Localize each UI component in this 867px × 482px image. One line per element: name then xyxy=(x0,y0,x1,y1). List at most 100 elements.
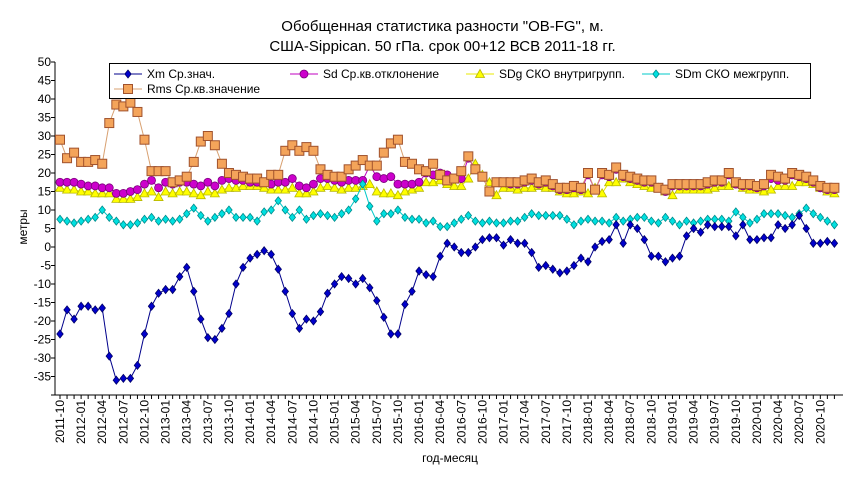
y-tick-label: -35 xyxy=(34,370,52,384)
data-point-sdg xyxy=(111,193,122,203)
data-point-xm xyxy=(640,234,649,245)
x-tick-label: 2019-04 xyxy=(687,400,701,444)
x-tick-label: 2020-04 xyxy=(771,400,785,444)
x-tick-label: 2017-10 xyxy=(560,400,574,444)
data-point-sd xyxy=(203,177,213,187)
legend-marker-rms xyxy=(123,84,133,94)
data-point-xm xyxy=(415,266,423,276)
data-point-rms xyxy=(69,147,80,158)
x-tick-label: 2020-01 xyxy=(750,400,764,444)
data-point-sdg xyxy=(181,186,192,196)
x-tick-label: 2014-01 xyxy=(243,400,257,444)
x-tick-label: 2017-04 xyxy=(518,400,532,444)
data-point-rms xyxy=(716,175,727,186)
x-tick-label: 2016-07 xyxy=(454,400,468,444)
data-point-sdm xyxy=(175,214,184,224)
data-point-xm xyxy=(739,220,747,230)
data-point-sdm xyxy=(253,216,261,226)
y-tick-label: 5 xyxy=(44,222,51,236)
y-tick-label: 45 xyxy=(38,74,52,88)
y-tick-label: 35 xyxy=(38,111,52,125)
data-point-sdm xyxy=(239,212,247,223)
data-point-sdm xyxy=(387,209,395,219)
data-point-sdm xyxy=(781,210,789,221)
data-point-sdm xyxy=(682,216,691,226)
data-point-sdm xyxy=(513,216,522,226)
legend-item-sd: Sd Ср.кв.отклонение xyxy=(289,66,439,82)
data-point-xm xyxy=(112,375,121,385)
data-point-xm xyxy=(696,227,705,237)
data-point-xm xyxy=(436,251,444,261)
data-point-xm xyxy=(774,220,782,230)
chart-title: Обобщенная статистика разности "OB-FG", … xyxy=(281,18,604,35)
data-point-sdm xyxy=(542,210,550,221)
x-tick-label: 2013-04 xyxy=(180,400,194,444)
x-tick-label: 2012-10 xyxy=(137,400,151,444)
data-point-sdm xyxy=(485,216,494,226)
data-point-xm xyxy=(802,223,810,234)
data-point-sdm xyxy=(119,220,128,230)
x-tick-label: 2018-04 xyxy=(602,400,616,444)
data-point-sdg xyxy=(153,191,164,201)
data-point-xm xyxy=(77,301,85,311)
data-point-sdm xyxy=(654,218,663,228)
data-point-rms xyxy=(350,160,361,171)
chart-subtitle: США-Sippican. 50 гПа. срок 00+12 ВСВ 201… xyxy=(269,38,616,55)
data-point-xm xyxy=(584,257,592,267)
data-point-sdm xyxy=(696,216,705,226)
data-point-xm xyxy=(499,240,508,250)
data-point-xm xyxy=(492,233,501,243)
data-point-sdg xyxy=(498,182,509,192)
data-point-xm xyxy=(408,286,416,297)
series-sdm xyxy=(56,179,839,232)
legend-item-rms: Rms Ср.кв.значение xyxy=(113,81,260,97)
data-point-rms xyxy=(392,134,403,145)
data-point-xm xyxy=(401,299,409,309)
data-point-sdm xyxy=(760,209,768,219)
data-point-xm xyxy=(619,238,627,248)
data-point-xm xyxy=(281,286,289,297)
x-tick-label: 2019-01 xyxy=(665,400,679,444)
legend-label-sdm: SDm СКО межгрупп. xyxy=(675,67,790,81)
data-point-sd xyxy=(147,175,156,185)
data-point-sdg xyxy=(385,188,397,198)
data-point-xm xyxy=(443,238,451,248)
data-point-sdm xyxy=(56,214,64,224)
data-point-sdg xyxy=(322,180,333,190)
data-point-sdm xyxy=(63,216,71,226)
data-point-sdm xyxy=(154,216,163,226)
data-point-sdg xyxy=(118,193,129,203)
data-point-sd xyxy=(104,183,114,193)
data-point-sdg xyxy=(456,180,467,190)
data-point-xm xyxy=(760,233,768,243)
x-tick-label: 2018-07 xyxy=(623,400,637,444)
data-point-sdm xyxy=(302,214,311,224)
data-point-sdm xyxy=(415,214,423,224)
legend-swatch-xm xyxy=(114,69,142,79)
data-point-sdm xyxy=(429,216,437,226)
data-point-rms xyxy=(280,145,291,156)
data-point-sdg xyxy=(104,188,115,198)
data-point-rms xyxy=(604,169,615,180)
legend-marker-sdg xyxy=(474,68,486,78)
data-point-sdm xyxy=(767,209,775,219)
data-point-sdg xyxy=(449,180,460,190)
data-point-sd xyxy=(133,185,142,195)
x-tick-label: 2013-01 xyxy=(159,400,173,444)
data-point-rms xyxy=(583,168,593,178)
data-point-sdm xyxy=(605,218,613,228)
y-tick-label: 15 xyxy=(38,185,52,199)
y-tick-label: 40 xyxy=(38,92,52,106)
data-point-rms xyxy=(287,140,298,151)
legend-swatch-sdm xyxy=(642,69,670,79)
data-point-sd xyxy=(386,172,396,182)
legend-swatch-sdg xyxy=(466,68,494,78)
data-point-xm xyxy=(344,273,353,284)
data-point-xm xyxy=(211,334,219,345)
data-point-xm xyxy=(197,314,205,324)
data-point-rms xyxy=(808,175,819,186)
data-point-xm xyxy=(675,251,684,261)
data-point-sdg xyxy=(779,180,791,190)
data-point-sdm xyxy=(359,179,367,189)
data-point-xm xyxy=(380,312,388,322)
